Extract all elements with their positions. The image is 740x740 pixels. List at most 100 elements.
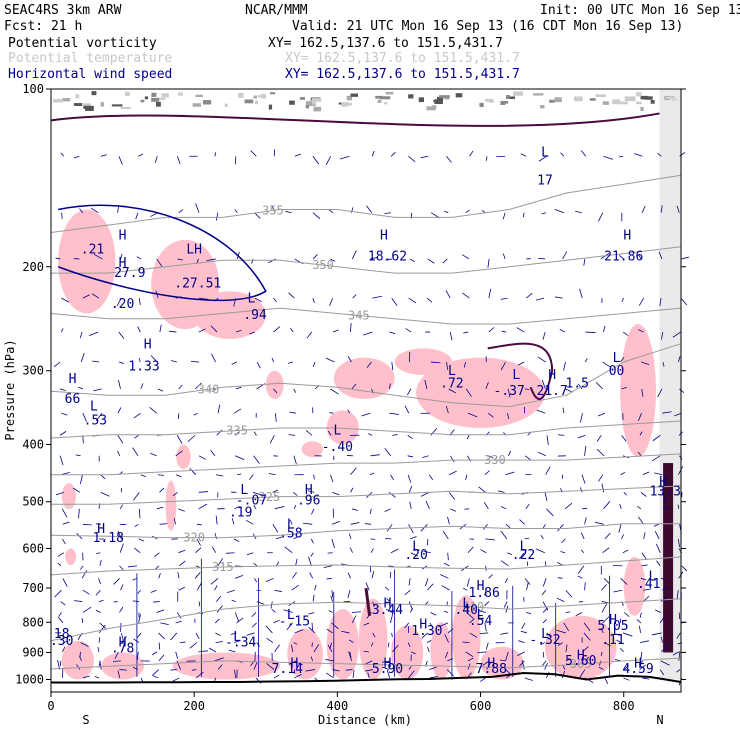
pv-extremum-label: -.32 — [529, 633, 560, 648]
wind-vector — [289, 519, 293, 525]
wind-vector — [92, 360, 100, 363]
wind-vector — [294, 629, 304, 634]
wind-vector — [330, 388, 339, 395]
wind-vector — [178, 586, 185, 591]
pv-extremum-label: .11 — [601, 633, 624, 648]
wind-vector — [175, 620, 182, 624]
wind-vector — [656, 543, 661, 553]
wind-vector — [361, 412, 371, 417]
pv-extremum-label: L — [412, 540, 420, 555]
wind-vector — [446, 669, 454, 677]
wind-vector — [156, 258, 163, 267]
theta-label: 330 — [484, 453, 506, 467]
wind-vector — [407, 435, 413, 439]
wind-vector — [57, 552, 64, 557]
wind-vector — [347, 572, 351, 579]
pv-extremum-label: -.34 — [225, 636, 256, 651]
wind-vector — [641, 388, 644, 397]
stratosphere-shade — [434, 99, 443, 105]
wind-vector — [450, 455, 455, 463]
wind-vector — [351, 250, 357, 260]
theta-label: 345 — [348, 309, 370, 323]
wind-vector — [140, 474, 147, 478]
wind-vector — [427, 640, 432, 643]
wind-vector — [387, 642, 390, 648]
wind-vector — [370, 256, 379, 260]
wind-vector — [447, 552, 449, 561]
wind-vector — [55, 491, 64, 496]
stratosphere-shade — [439, 95, 450, 98]
wind-vector — [246, 552, 254, 556]
wind-vector — [641, 205, 646, 213]
wind-vector — [326, 577, 332, 580]
wind-vector — [500, 506, 507, 510]
stratosphere-shade — [299, 97, 305, 100]
wind-vector — [198, 601, 201, 607]
plot-area: 355350345340335330325320315310305H.21H1.… — [15, 82, 690, 713]
wind-vector — [524, 537, 530, 540]
wind-vector — [136, 256, 142, 260]
wind-vector — [636, 619, 642, 624]
wind-vector — [603, 501, 611, 510]
wind-vector — [602, 325, 606, 333]
wind-vector — [59, 431, 67, 436]
pv-extremum-label: -.40 — [322, 440, 353, 455]
wind-vector — [308, 612, 315, 615]
wind-vector — [119, 606, 124, 613]
wind-vector — [121, 632, 124, 640]
pv-extremum-label: -.37 — [494, 384, 525, 399]
wind-vector — [620, 471, 626, 476]
stratosphere-shade — [377, 99, 382, 103]
wind-vector — [95, 412, 103, 421]
wind-vector — [293, 455, 297, 465]
wind-vector — [120, 253, 123, 260]
wind-vector — [409, 258, 415, 263]
wind-vector — [195, 547, 202, 554]
wind-vector — [657, 152, 662, 157]
wind-vector — [54, 589, 62, 598]
wind-vector — [442, 530, 449, 540]
wind-vector — [133, 492, 140, 501]
wind-vector — [641, 564, 648, 567]
stratosphere-shade — [311, 101, 317, 105]
wind-vector — [189, 642, 198, 649]
wind-vector — [386, 669, 391, 679]
wind-vector — [113, 660, 121, 662]
wind-vector — [215, 515, 218, 525]
jet-contour — [57, 204, 267, 302]
wind-vector — [273, 149, 276, 157]
wind-vector — [634, 153, 643, 157]
pv-patch — [620, 323, 656, 458]
pv-extremum-label: H — [305, 483, 313, 498]
x-axis-label: Distance (km) — [318, 713, 412, 727]
wind-vector — [546, 632, 551, 637]
pv-patch — [172, 652, 281, 680]
wind-vector — [598, 666, 604, 670]
wind-vector — [352, 294, 357, 299]
wind-vector — [136, 651, 139, 660]
wind-vector — [80, 565, 84, 570]
wind-vector — [421, 632, 428, 639]
wind-vector — [59, 660, 62, 667]
pv-extremum-label: 5.05 — [597, 619, 628, 634]
wind-vector — [312, 361, 316, 367]
wind-vector — [75, 454, 81, 457]
wind-vector — [507, 413, 510, 420]
wind-vector — [253, 562, 258, 567]
wind-vector — [152, 675, 159, 679]
wind-vector — [577, 575, 583, 579]
wind-vector — [327, 430, 332, 436]
wind-vector — [624, 665, 629, 670]
wind-vector — [265, 625, 273, 634]
wind-vector — [78, 508, 80, 519]
wind-vector — [638, 625, 641, 634]
wind-vector — [422, 455, 429, 459]
wind-vector — [556, 597, 565, 602]
wind-vector — [621, 435, 627, 442]
wind-vector — [485, 156, 488, 161]
wind-vector — [273, 297, 277, 303]
stratosphere-shade — [624, 96, 636, 102]
wind-vector — [273, 674, 280, 679]
wind-vector — [172, 677, 180, 682]
wind-vector — [198, 455, 206, 460]
